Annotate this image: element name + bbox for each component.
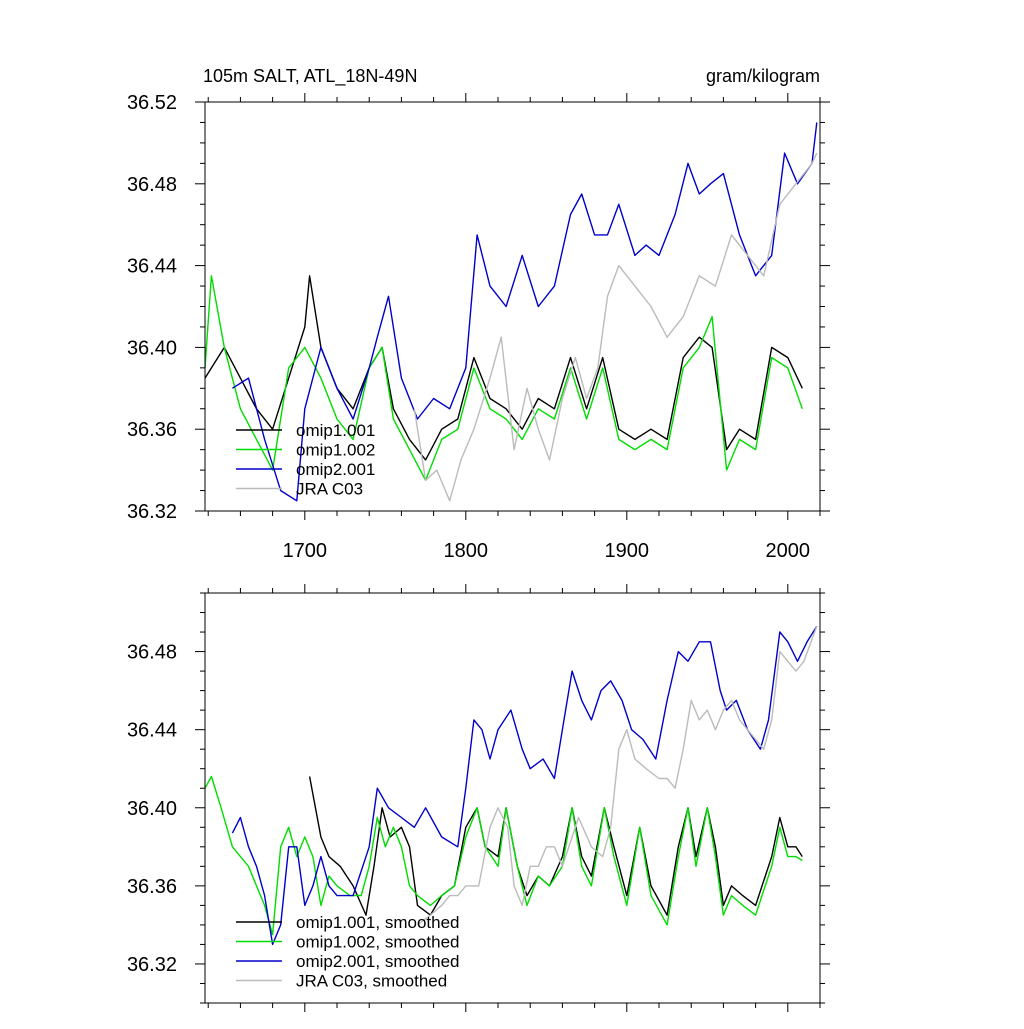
plot-frame: [204, 592, 821, 1004]
y-tick-label: 36.44: [127, 720, 177, 742]
series-line-0: [308, 776, 803, 916]
y-tick-label: 36.52: [127, 92, 177, 114]
y-tick-label: 36.32: [127, 954, 177, 976]
legend-label: JRA C03: [296, 480, 363, 499]
x-tick-label: 1900: [605, 540, 650, 562]
series-line-3: [413, 152, 818, 502]
legend-label: omip1.001, smoothed: [296, 913, 460, 932]
series-line-3: [417, 625, 818, 926]
x-tick-label: 1800: [444, 540, 489, 562]
y-tick-label: 36.36: [127, 419, 177, 441]
legend-label: omip2.001: [296, 460, 375, 479]
y-tick-label: 36.48: [127, 642, 177, 664]
series-line-1: [204, 275, 803, 481]
y-tick-label: 36.40: [127, 798, 177, 820]
legend-label: JRA C03, smoothed: [296, 972, 447, 991]
series-line-0: [204, 275, 803, 461]
legend-label: omip1.001: [296, 421, 375, 440]
y-tick-label: 36.40: [127, 337, 177, 359]
x-tick-label: 2000: [766, 540, 811, 562]
bottom-panel: 36.32 36.36 36.40 36.44 36.48 omip1.001, smoo…: [127, 584, 830, 1012]
series-line-2: [231, 625, 818, 946]
legend-label: omip2.001, smoothed: [296, 952, 460, 971]
top-title-right: gram/kilogram: [706, 66, 820, 86]
x-tick-label: 1700: [283, 540, 328, 562]
legend-label: omip1.002: [296, 441, 375, 460]
series-line-1: [204, 775, 803, 936]
y-tick-label: 36.36: [127, 876, 177, 898]
y-tick-label: 36.44: [127, 256, 177, 278]
y-tick-label: 36.32: [127, 501, 177, 523]
y-tick-label: 36.48: [127, 174, 177, 196]
series-line-2: [232, 122, 818, 502]
top-panel: 1700 1800 1900 2000 36.32 36.36 36.40 36.44 36.4…: [127, 92, 830, 562]
legend-label: omip1.002, smoothed: [296, 933, 460, 952]
top-title-left: 105m SALT, ATL_18N-49N: [203, 66, 417, 87]
